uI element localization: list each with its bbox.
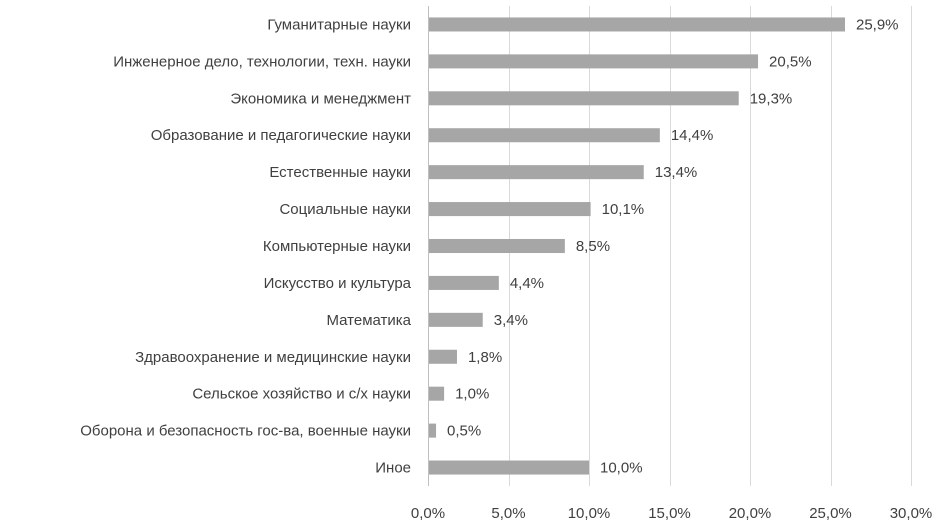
- category-label: Оборона и безопасность гос-ва, военные н…: [80, 423, 411, 440]
- bar: [429, 423, 437, 438]
- x-tick-label: 5,0%: [491, 505, 525, 522]
- category-label: Иное: [375, 460, 411, 477]
- x-tick-label: 15,0%: [648, 505, 691, 522]
- data-label: 13,4%: [655, 164, 698, 181]
- x-tick-label: 10,0%: [568, 505, 611, 522]
- category-label: Экономика и менеджмент: [230, 90, 411, 107]
- data-label: 20,5%: [769, 53, 812, 70]
- bar: [429, 165, 644, 180]
- bar: [429, 275, 499, 290]
- bar: [429, 238, 565, 254]
- category-label: Сельское хозяйство и с/х науки: [192, 386, 411, 403]
- bar: [429, 202, 591, 217]
- data-label: 25,9%: [856, 16, 899, 33]
- data-label: 0,5%: [447, 423, 481, 440]
- gridlines: [428, 6, 912, 486]
- data-label: 10,0%: [600, 460, 643, 477]
- data-label: 19,3%: [750, 90, 793, 107]
- bar: [429, 386, 445, 401]
- bar: [429, 54, 759, 69]
- data-label: 1,8%: [468, 349, 502, 366]
- category-label: Естественные науки: [269, 164, 411, 181]
- category-label: Математика: [326, 312, 411, 329]
- x-tick-label: 25,0%: [809, 505, 852, 522]
- data-label: 1,0%: [455, 386, 489, 403]
- category-label: Инженерное дело, технологии, техн. науки: [113, 53, 411, 70]
- data-label: 8,5%: [576, 238, 610, 255]
- x-tick-label: 30,0%: [890, 505, 933, 522]
- category-label: Искусство и культура: [264, 275, 412, 292]
- data-label: 14,4%: [671, 127, 714, 144]
- bar: [429, 128, 660, 143]
- data-label: 3,4%: [494, 312, 528, 329]
- category-label: Здравоохранение и медицинские науки: [135, 349, 411, 366]
- data-label: 10,1%: [602, 201, 645, 218]
- data-label: 4,4%: [510, 275, 544, 292]
- bars: [429, 17, 845, 475]
- bar: [429, 312, 483, 327]
- x-tick-labels: 0,0% 5,0% 10,0% 15,0% 20,0% 25,0% 30,0%: [411, 505, 932, 522]
- category-labels: Гуманитарные науки Инженерное дело, техно…: [80, 16, 411, 476]
- bar: [429, 460, 589, 475]
- bar: [429, 17, 845, 32]
- value-labels: 25,9% 20,5% 19,3% 14,4% 13,4% 10,1% 8,5% 4,4% 3,…: [447, 16, 898, 476]
- bar: [429, 349, 457, 364]
- category-label: Компьютерные науки: [263, 238, 411, 255]
- x-tick-label: 20,0%: [729, 505, 772, 522]
- x-tick-label: 0,0%: [411, 505, 445, 522]
- bar: [429, 91, 739, 106]
- category-label: Гуманитарные науки: [267, 16, 411, 33]
- category-label: Образование и педагогические науки: [151, 127, 411, 144]
- category-label: Социальные науки: [279, 201, 411, 218]
